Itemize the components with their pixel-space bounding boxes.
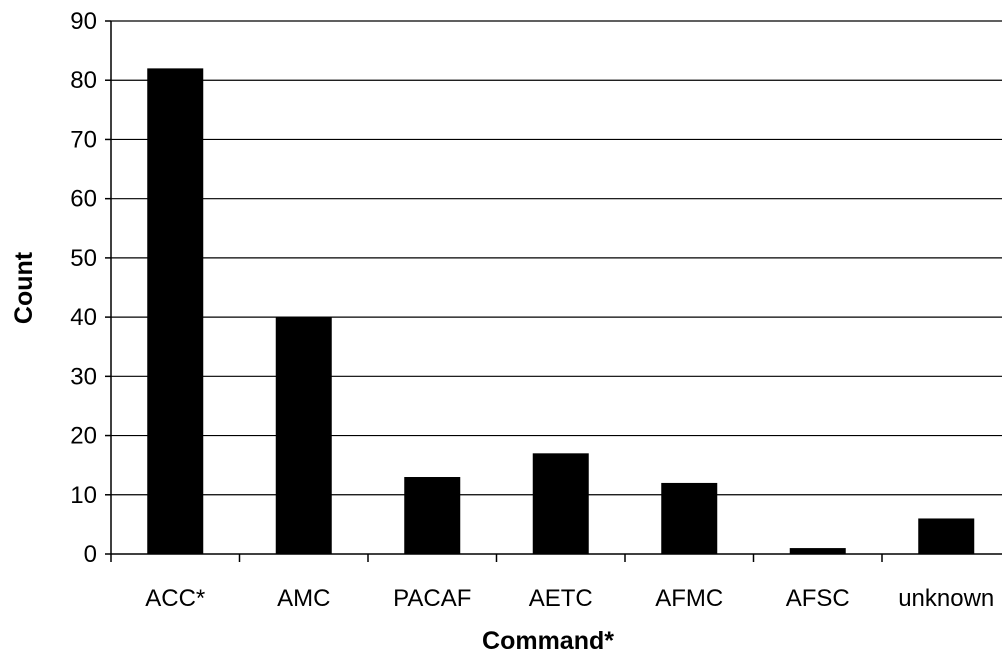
bar-aetc xyxy=(532,453,589,554)
y-tick-label: 60 xyxy=(70,186,97,213)
bar-afmc xyxy=(661,482,718,554)
x-tick-label: PACAF xyxy=(393,585,471,612)
bar-afsc xyxy=(789,548,846,554)
gridlines xyxy=(105,20,1002,555)
y-axis-title: Count xyxy=(10,251,38,324)
bar-pacaf xyxy=(404,477,461,554)
y-tick-label: 70 xyxy=(70,126,97,153)
y-tick-label: 80 xyxy=(70,67,97,94)
y-tick-label: 50 xyxy=(70,245,97,272)
y-tick-labels: 0 10 20 30 40 50 60 70 80 90 xyxy=(70,8,97,568)
y-tick-label: 0 xyxy=(84,541,97,568)
x-tick-label: AFMC xyxy=(655,585,723,612)
y-tick-label: 40 xyxy=(70,304,97,331)
bar-amc xyxy=(275,317,332,554)
y-tick-label: 90 xyxy=(70,8,97,35)
bar-acc xyxy=(147,68,204,554)
x-tick-label: ACC* xyxy=(145,585,205,612)
axes xyxy=(110,21,1002,555)
bars xyxy=(110,68,975,562)
x-tick-labels: ACC* AMC PACAF AETC AFMC AFSC unknown xyxy=(145,585,994,612)
y-tick-label: 10 xyxy=(70,482,97,509)
bar-unknown xyxy=(918,518,975,554)
x-tick-label: AFSC xyxy=(786,585,850,612)
y-tick-label: 30 xyxy=(70,363,97,390)
y-tick-label: 20 xyxy=(70,423,97,450)
x-axis-title: Command* xyxy=(482,627,614,655)
x-tick-label: AETC xyxy=(529,585,593,612)
x-tick-label: AMC xyxy=(277,585,330,612)
x-tick-label: unknown xyxy=(898,585,994,612)
